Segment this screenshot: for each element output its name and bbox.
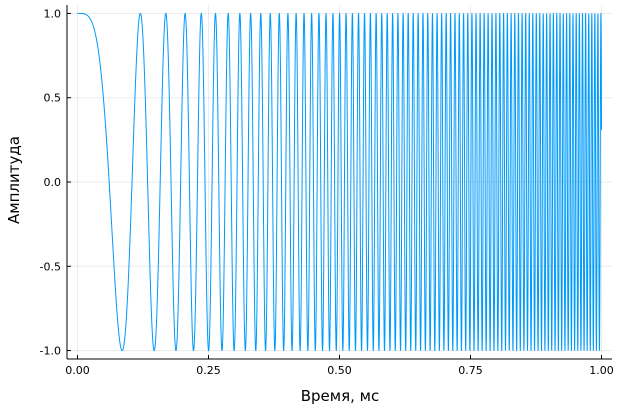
y-tick-label: 0.0 — [44, 176, 62, 189]
y-tick-label: 0.5 — [44, 92, 62, 105]
y-axis-label: Амплитуда — [5, 136, 23, 224]
y-ticks: -1.0 -0.5 0.0 0.5 1.0 — [40, 7, 71, 358]
x-tick-label: 0.25 — [196, 364, 221, 377]
x-ticks: 0.00 0.25 0.50 0.75 1.00 — [65, 355, 614, 377]
x-tick-label: 0.75 — [458, 364, 483, 377]
series-line — [77, 12, 603, 352]
x-axis-label: Время, мс — [301, 387, 379, 405]
x-tick-label: 0.00 — [65, 364, 90, 377]
y-tick-label: -0.5 — [40, 260, 61, 273]
x-tick-label: 0.50 — [327, 364, 352, 377]
y-tick-label: 1.0 — [44, 7, 62, 20]
y-tick-label: -1.0 — [40, 345, 61, 358]
x-tick-label: 1.00 — [589, 364, 614, 377]
